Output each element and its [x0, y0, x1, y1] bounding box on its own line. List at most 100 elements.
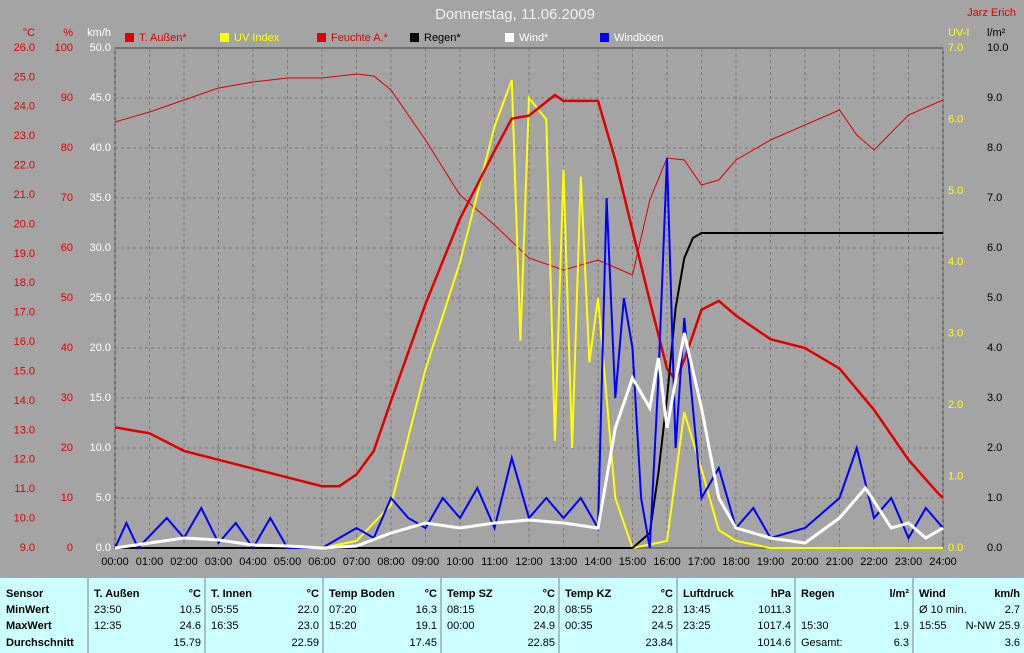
axis-title: km/h: [87, 27, 111, 39]
y-tick-label: 13.0: [14, 424, 35, 436]
y-tick-label: 1.0: [948, 470, 963, 482]
table-cell: 20.8: [534, 604, 555, 616]
y-tick-label: 3.0: [987, 392, 1002, 404]
y-tick-label: 26.0: [14, 42, 35, 54]
table-cell: 15:55: [919, 620, 947, 632]
x-tick-label: 16:00: [653, 556, 681, 568]
y-tick-label: 0.0: [987, 542, 1002, 554]
table-cell: 23:50: [94, 604, 122, 616]
legend-swatch: [600, 33, 609, 42]
x-tick-label: 22:00: [860, 556, 888, 568]
x-tick-label: 05:00: [274, 556, 302, 568]
series-line: [114, 73, 944, 276]
x-tick-label: 07:00: [343, 556, 371, 568]
y-tick-label: 20: [61, 442, 73, 454]
x-tick-label: 11:00: [481, 556, 508, 568]
x-tick-label: 06:00: [308, 556, 336, 568]
table-cell: 1014.6: [757, 637, 791, 649]
y-tick-label: 10.0: [14, 512, 35, 524]
y-tick-label: 10.0: [90, 442, 111, 454]
table-cell: 1017.4: [757, 620, 791, 632]
table-header: Luftdruck: [683, 588, 735, 600]
y-tick-label: 6.0: [948, 113, 963, 125]
table-cell: 24.9: [534, 620, 555, 632]
table-cell: 07:20: [329, 604, 357, 616]
x-tick-label: 02:00: [170, 556, 198, 568]
y-tick-label: 23.0: [14, 130, 35, 142]
table-cell: 1011.3: [758, 604, 791, 616]
table-cell: 16.3: [416, 604, 437, 616]
table-cell: 17.45: [409, 637, 437, 649]
y-tick-label: 14.0: [14, 395, 35, 407]
table-background: [0, 578, 1024, 653]
legend-swatch: [317, 33, 326, 42]
axis-title: °C: [23, 27, 35, 39]
table-unit: °C: [307, 588, 319, 600]
y-tick-label: 30: [61, 392, 73, 404]
y-tick-label: 15.0: [90, 392, 111, 404]
table-header: Regen: [801, 588, 835, 600]
table-header: Sensor: [6, 588, 44, 600]
y-tick-label: 22.0: [14, 160, 35, 172]
table-header: Temp Boden: [329, 588, 395, 600]
table-cell: 24.6: [180, 620, 201, 632]
y-tick-label: 1.0: [987, 492, 1002, 504]
y-tick-label: 90: [61, 92, 73, 104]
y-tick-label: 4.0: [948, 256, 963, 268]
axis-title: UV-I: [948, 27, 969, 39]
y-tick-label: 3.0: [948, 328, 963, 340]
author: Jarz Erich: [967, 7, 1016, 19]
table-header: T. Außen: [94, 588, 140, 600]
x-tick-label: 08:00: [377, 556, 405, 568]
table-cell: 24.5: [652, 620, 673, 632]
table-cell: 2.7: [1005, 604, 1020, 616]
table-cell: 08:15: [447, 604, 475, 616]
table-cell: 10.5: [180, 604, 201, 616]
y-tick-label: 10.0: [987, 42, 1008, 54]
table-cell: 3.6: [1005, 637, 1020, 649]
series-line: [114, 93, 944, 499]
x-tick-label: 10:00: [446, 556, 474, 568]
y-tick-label: 21.0: [14, 189, 35, 201]
y-tick-label: 15.0: [14, 365, 35, 377]
table-cell: N-NW 25.9: [966, 620, 1020, 632]
y-tick-label: 20.0: [90, 342, 111, 354]
y-tick-label: 0: [67, 542, 73, 554]
y-tick-label: 12.0: [14, 454, 35, 466]
x-tick-label: 23:00: [895, 556, 923, 568]
y-tick-label: 6.0: [987, 242, 1002, 254]
table-unit: °C: [425, 588, 437, 600]
legend-swatch: [125, 33, 134, 42]
legend-label: UV Index: [234, 32, 280, 44]
row-label: MaxWert: [6, 620, 52, 632]
table-unit: hPa: [771, 588, 792, 600]
y-tick-label: 100: [55, 42, 73, 54]
table-cell: 22.8: [652, 604, 673, 616]
table-header: Wind: [919, 588, 946, 600]
legend-label: Regen*: [424, 32, 461, 44]
table-header: Temp SZ: [447, 588, 493, 600]
table-cell: 15:20: [329, 620, 357, 632]
table-cell: 15:30: [801, 620, 829, 632]
table-cell: Ø 10 min.: [919, 604, 967, 616]
y-tick-label: 4.0: [987, 342, 1002, 354]
x-tick-label: 13:00: [550, 556, 578, 568]
x-tick-label: 09:00: [412, 556, 440, 568]
x-tick-label: 19:00: [757, 556, 785, 568]
y-tick-label: 2.0: [987, 442, 1002, 454]
y-tick-label: 40.0: [90, 142, 111, 154]
y-tick-label: 20.0: [14, 218, 35, 230]
table-cell: 6.3: [894, 637, 909, 649]
y-tick-label: 70: [61, 192, 73, 204]
x-tick-label: 00:00: [101, 556, 129, 568]
table-cell: 22.59: [291, 637, 319, 649]
legend-label: Windböen: [614, 32, 664, 44]
table-cell: 23.84: [645, 637, 673, 649]
table-cell: 22.85: [527, 637, 555, 649]
y-tick-label: 35.0: [90, 192, 111, 204]
table-cell: 00:00: [447, 620, 475, 632]
axis-title: %: [63, 27, 73, 39]
table-unit: °C: [189, 588, 201, 600]
x-tick-label: 18:00: [722, 556, 750, 568]
